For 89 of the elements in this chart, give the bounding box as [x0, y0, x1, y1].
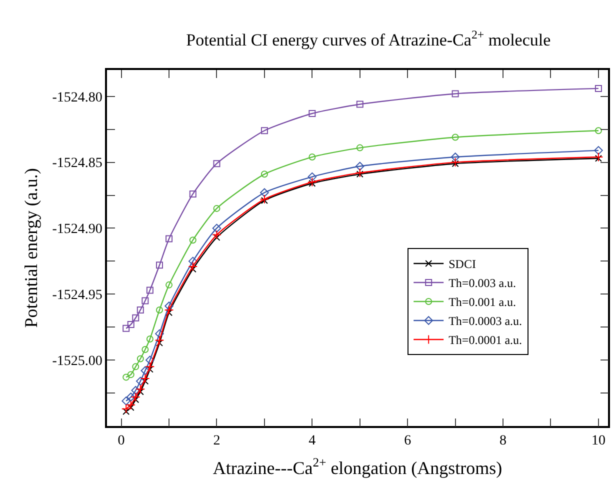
point: [452, 160, 459, 168]
point: [166, 235, 173, 242]
point: [136, 376, 145, 386]
point: [355, 162, 364, 171]
point: [122, 408, 130, 415]
y-tick-label: -1524.80: [52, 90, 102, 106]
point: [212, 230, 222, 240]
point: [450, 158, 460, 167]
point: [146, 356, 154, 364]
point: [142, 297, 149, 304]
point: [452, 90, 459, 98]
point: [154, 336, 164, 345]
point: [260, 188, 269, 198]
point: [136, 355, 144, 362]
x-axis-title: Atrazine---Ca$^{2+}$ elongation (Angstroms): [212, 456, 502, 478]
point: [156, 339, 163, 346]
y-tick-label: -1524.85: [52, 156, 102, 172]
point: [308, 172, 317, 182]
legend-label: Th=0.003 a.u.: [448, 276, 516, 290]
point: [356, 170, 364, 178]
point: [146, 335, 154, 342]
point: [156, 306, 163, 314]
point: [136, 384, 146, 394]
y-tick-label: -1524.95: [52, 288, 102, 304]
point: [594, 154, 602, 162]
point: [189, 236, 196, 244]
point: [260, 170, 268, 178]
point: [594, 84, 602, 92]
point: [136, 306, 144, 314]
x-tick-label: 8: [500, 434, 507, 449]
point: [136, 388, 144, 396]
point: [594, 146, 603, 155]
point: [452, 134, 459, 141]
point: [132, 396, 140, 404]
point: [356, 144, 364, 152]
point: [308, 154, 316, 161]
point: [164, 302, 174, 310]
y-axis-title: Potential energy (a.u.): [20, 168, 41, 328]
point: [356, 100, 364, 108]
y-tick-label: -1524.90: [52, 222, 102, 238]
x-tick-label: 6: [404, 434, 412, 449]
y-tick-label: -1525.00: [52, 354, 102, 369]
point: [121, 404, 131, 414]
point: [594, 127, 602, 134]
point: [130, 392, 140, 402]
point: [122, 396, 130, 406]
point: [260, 194, 270, 204]
x-tick-label: 4: [308, 434, 316, 449]
point: [127, 371, 134, 378]
point: [142, 346, 149, 354]
point: [142, 378, 149, 385]
point: [260, 127, 268, 134]
legend-label: Th=0.001 a.u.: [448, 295, 516, 310]
point: [132, 314, 140, 322]
legend-label: SDCI: [448, 257, 476, 272]
x-tick-label: 2: [213, 434, 220, 449]
legend-label: Th=0.0001 a.u.: [448, 333, 522, 348]
point: [308, 110, 316, 118]
point: [188, 256, 198, 266]
point: [122, 324, 130, 332]
chart-title: Potential CI energy curves of Atrazine-Ca$^{2+}$ molecule: [186, 28, 551, 50]
point: [308, 180, 316, 187]
point: [140, 366, 150, 376]
point: [189, 190, 196, 198]
x-tick-label: 10: [591, 434, 606, 449]
point: [355, 168, 365, 178]
x-tick-label: 0: [118, 434, 125, 449]
point: [189, 266, 196, 273]
point: [131, 386, 140, 395]
point: [213, 160, 220, 168]
point: [127, 320, 134, 328]
point: [145, 362, 155, 372]
point: [212, 224, 222, 233]
point: [213, 234, 220, 241]
point: [166, 309, 173, 316]
legend-label: Th=0.0003 a.u.: [448, 314, 522, 328]
point: [156, 262, 163, 269]
point: [132, 363, 140, 370]
point: [146, 286, 154, 294]
point: [166, 281, 173, 288]
point: [188, 262, 198, 272]
point: [122, 374, 130, 381]
point: [450, 152, 460, 162]
point: [140, 374, 150, 384]
point: [155, 329, 164, 338]
point: [126, 392, 136, 402]
point: [164, 305, 174, 315]
point: [307, 177, 317, 187]
point: [213, 204, 220, 212]
